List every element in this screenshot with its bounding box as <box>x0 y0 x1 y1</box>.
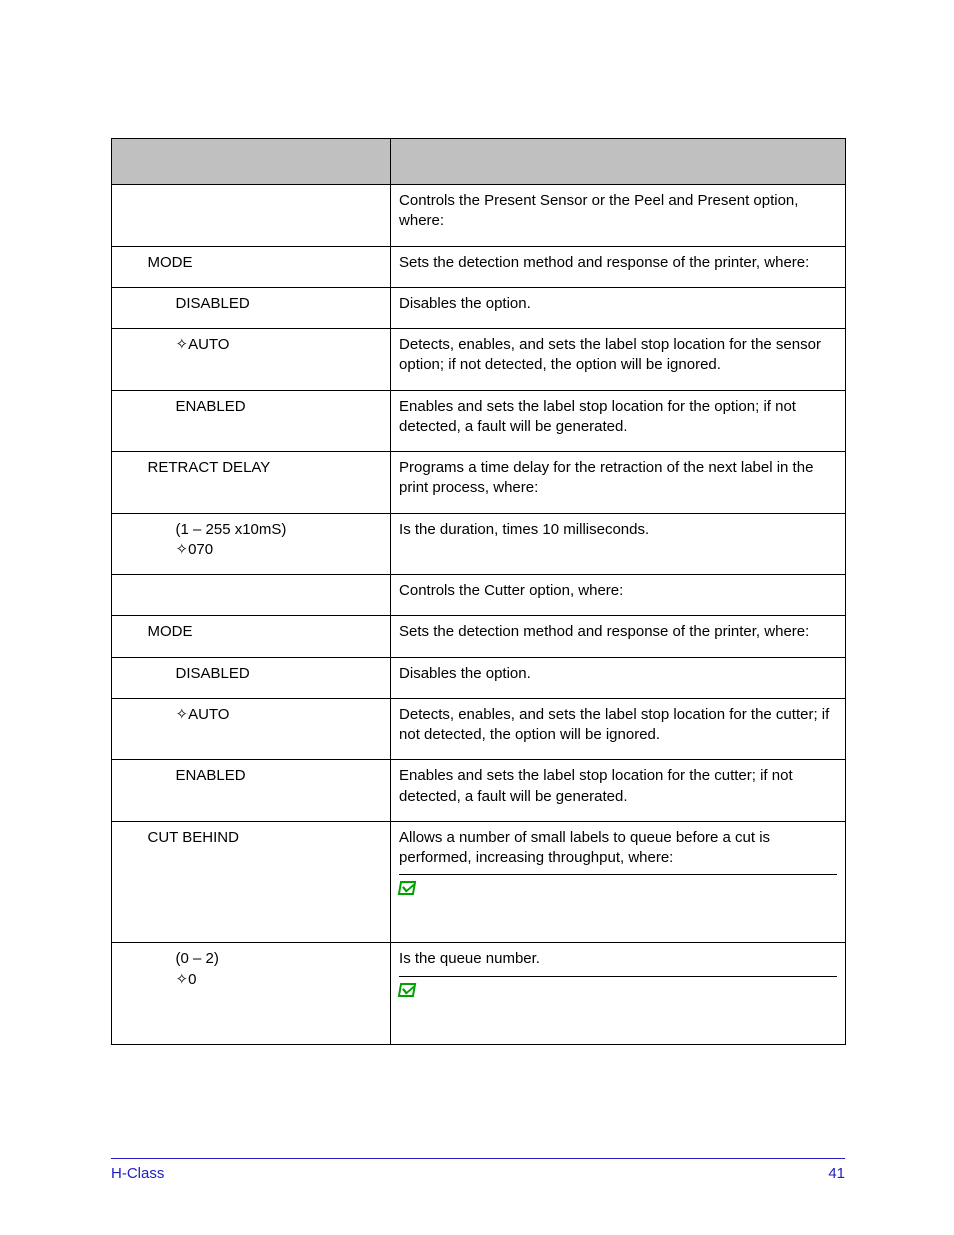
indent-cell <box>140 287 168 328</box>
indent-cell <box>140 698 168 760</box>
indent-cell <box>112 329 140 391</box>
indent-cell <box>140 760 168 822</box>
row-label: ENABLED <box>168 390 391 452</box>
row-label-default: ✧0 <box>176 971 197 988</box>
check-icon <box>398 881 416 895</box>
table-row: ✧AUTO Detects, enables, and sets the lab… <box>112 329 846 391</box>
indent-cell <box>140 943 168 1044</box>
indent-cell <box>140 329 168 391</box>
row-desc-text: Allows a number of small labels to queue… <box>399 829 770 866</box>
table-row: (1 – 255 x10mS) ✧070 Is the duration, ti… <box>112 513 846 575</box>
row-desc: Controls the Cutter option, where: <box>391 575 846 616</box>
row-desc: Disables the option. <box>391 287 846 328</box>
row-desc: Detects, enables, and sets the label sto… <box>391 698 846 760</box>
footer-page-number: 41 <box>828 1165 845 1182</box>
table-row: MODE Sets the detection method and respo… <box>112 246 846 287</box>
row-desc: Controls the Present Sensor or the Peel … <box>391 185 846 247</box>
row-desc-text: Is the queue number. <box>399 950 540 967</box>
indent-cell <box>112 246 140 287</box>
indent-cell <box>112 821 140 943</box>
indent-cell <box>112 760 140 822</box>
check-icon <box>398 983 416 997</box>
row-label: DISABLED <box>168 287 391 328</box>
table-header-row <box>112 139 846 185</box>
indent-cell <box>140 390 168 452</box>
table-row: ENABLED Enables and sets the label stop … <box>112 760 846 822</box>
row-desc: Enables and sets the label stop location… <box>391 760 846 822</box>
indent-cell <box>112 513 140 575</box>
row-desc: Detects, enables, and sets the label sto… <box>391 329 846 391</box>
row-label: (0 – 2) ✧0 <box>168 943 391 1044</box>
header-cell-right <box>391 139 846 185</box>
table-row: ✧AUTO Detects, enables, and sets the lab… <box>112 698 846 760</box>
table-row: (0 – 2) ✧0 Is the queue number. <box>112 943 846 1044</box>
table-row: Controls the Present Sensor or the Peel … <box>112 185 846 247</box>
indent-cell <box>112 287 140 328</box>
indent-cell <box>112 452 140 514</box>
table-row: DISABLED Disables the option. <box>112 287 846 328</box>
header-cell-left <box>112 139 391 185</box>
row-label: MODE <box>140 616 391 657</box>
page-footer: H-Class 41 <box>111 1158 845 1182</box>
row-desc: Sets the detection method and response o… <box>391 246 846 287</box>
indent-cell <box>112 657 140 698</box>
indent-cell <box>140 513 168 575</box>
settings-table: Controls the Present Sensor or the Peel … <box>111 138 846 1045</box>
row-label: ENABLED <box>168 760 391 822</box>
table-row: DISABLED Disables the option. <box>112 657 846 698</box>
footer-left: H-Class <box>111 1165 164 1182</box>
table-row: CUT BEHIND Allows a number of small labe… <box>112 821 846 943</box>
row-label: MODE <box>140 246 391 287</box>
note-sub <box>399 976 837 1030</box>
row-desc: Allows a number of small labels to queue… <box>391 821 846 943</box>
row-desc: Programs a time delay for the retraction… <box>391 452 846 514</box>
row-label: ✧AUTO <box>168 329 391 391</box>
indent-cell <box>140 657 168 698</box>
note-sub <box>399 874 837 928</box>
table-row: Controls the Cutter option, where: <box>112 575 846 616</box>
row-label: (1 – 255 x10mS) ✧070 <box>168 513 391 575</box>
row-desc: Is the queue number. <box>391 943 846 1044</box>
indent-cell <box>112 943 140 1044</box>
indent-cell <box>112 390 140 452</box>
row-label: CUT BEHIND <box>140 821 391 943</box>
indent-cell <box>112 698 140 760</box>
row-label: DISABLED <box>168 657 391 698</box>
row-desc: Is the duration, times 10 milliseconds. <box>391 513 846 575</box>
row-desc: Enables and sets the label stop location… <box>391 390 846 452</box>
table-row: MODE Sets the detection method and respo… <box>112 616 846 657</box>
row-label-text: (1 – 255 x10mS) <box>176 521 287 538</box>
row-label <box>112 575 391 616</box>
row-label: ✧AUTO <box>168 698 391 760</box>
row-label-text: ✧AUTO <box>176 336 230 353</box>
page-content: Controls the Present Sensor or the Peel … <box>111 138 845 1045</box>
row-label-text: ✧AUTO <box>176 706 230 723</box>
row-label-default: ✧070 <box>176 541 214 558</box>
row-desc: Disables the option. <box>391 657 846 698</box>
row-desc: Sets the detection method and response o… <box>391 616 846 657</box>
indent-cell <box>112 616 140 657</box>
row-label: RETRACT DELAY <box>140 452 391 514</box>
row-label-text: (0 – 2) <box>176 950 219 967</box>
table-row: RETRACT DELAY Programs a time delay for … <box>112 452 846 514</box>
table-row: ENABLED Enables and sets the label stop … <box>112 390 846 452</box>
row-label <box>112 185 391 247</box>
